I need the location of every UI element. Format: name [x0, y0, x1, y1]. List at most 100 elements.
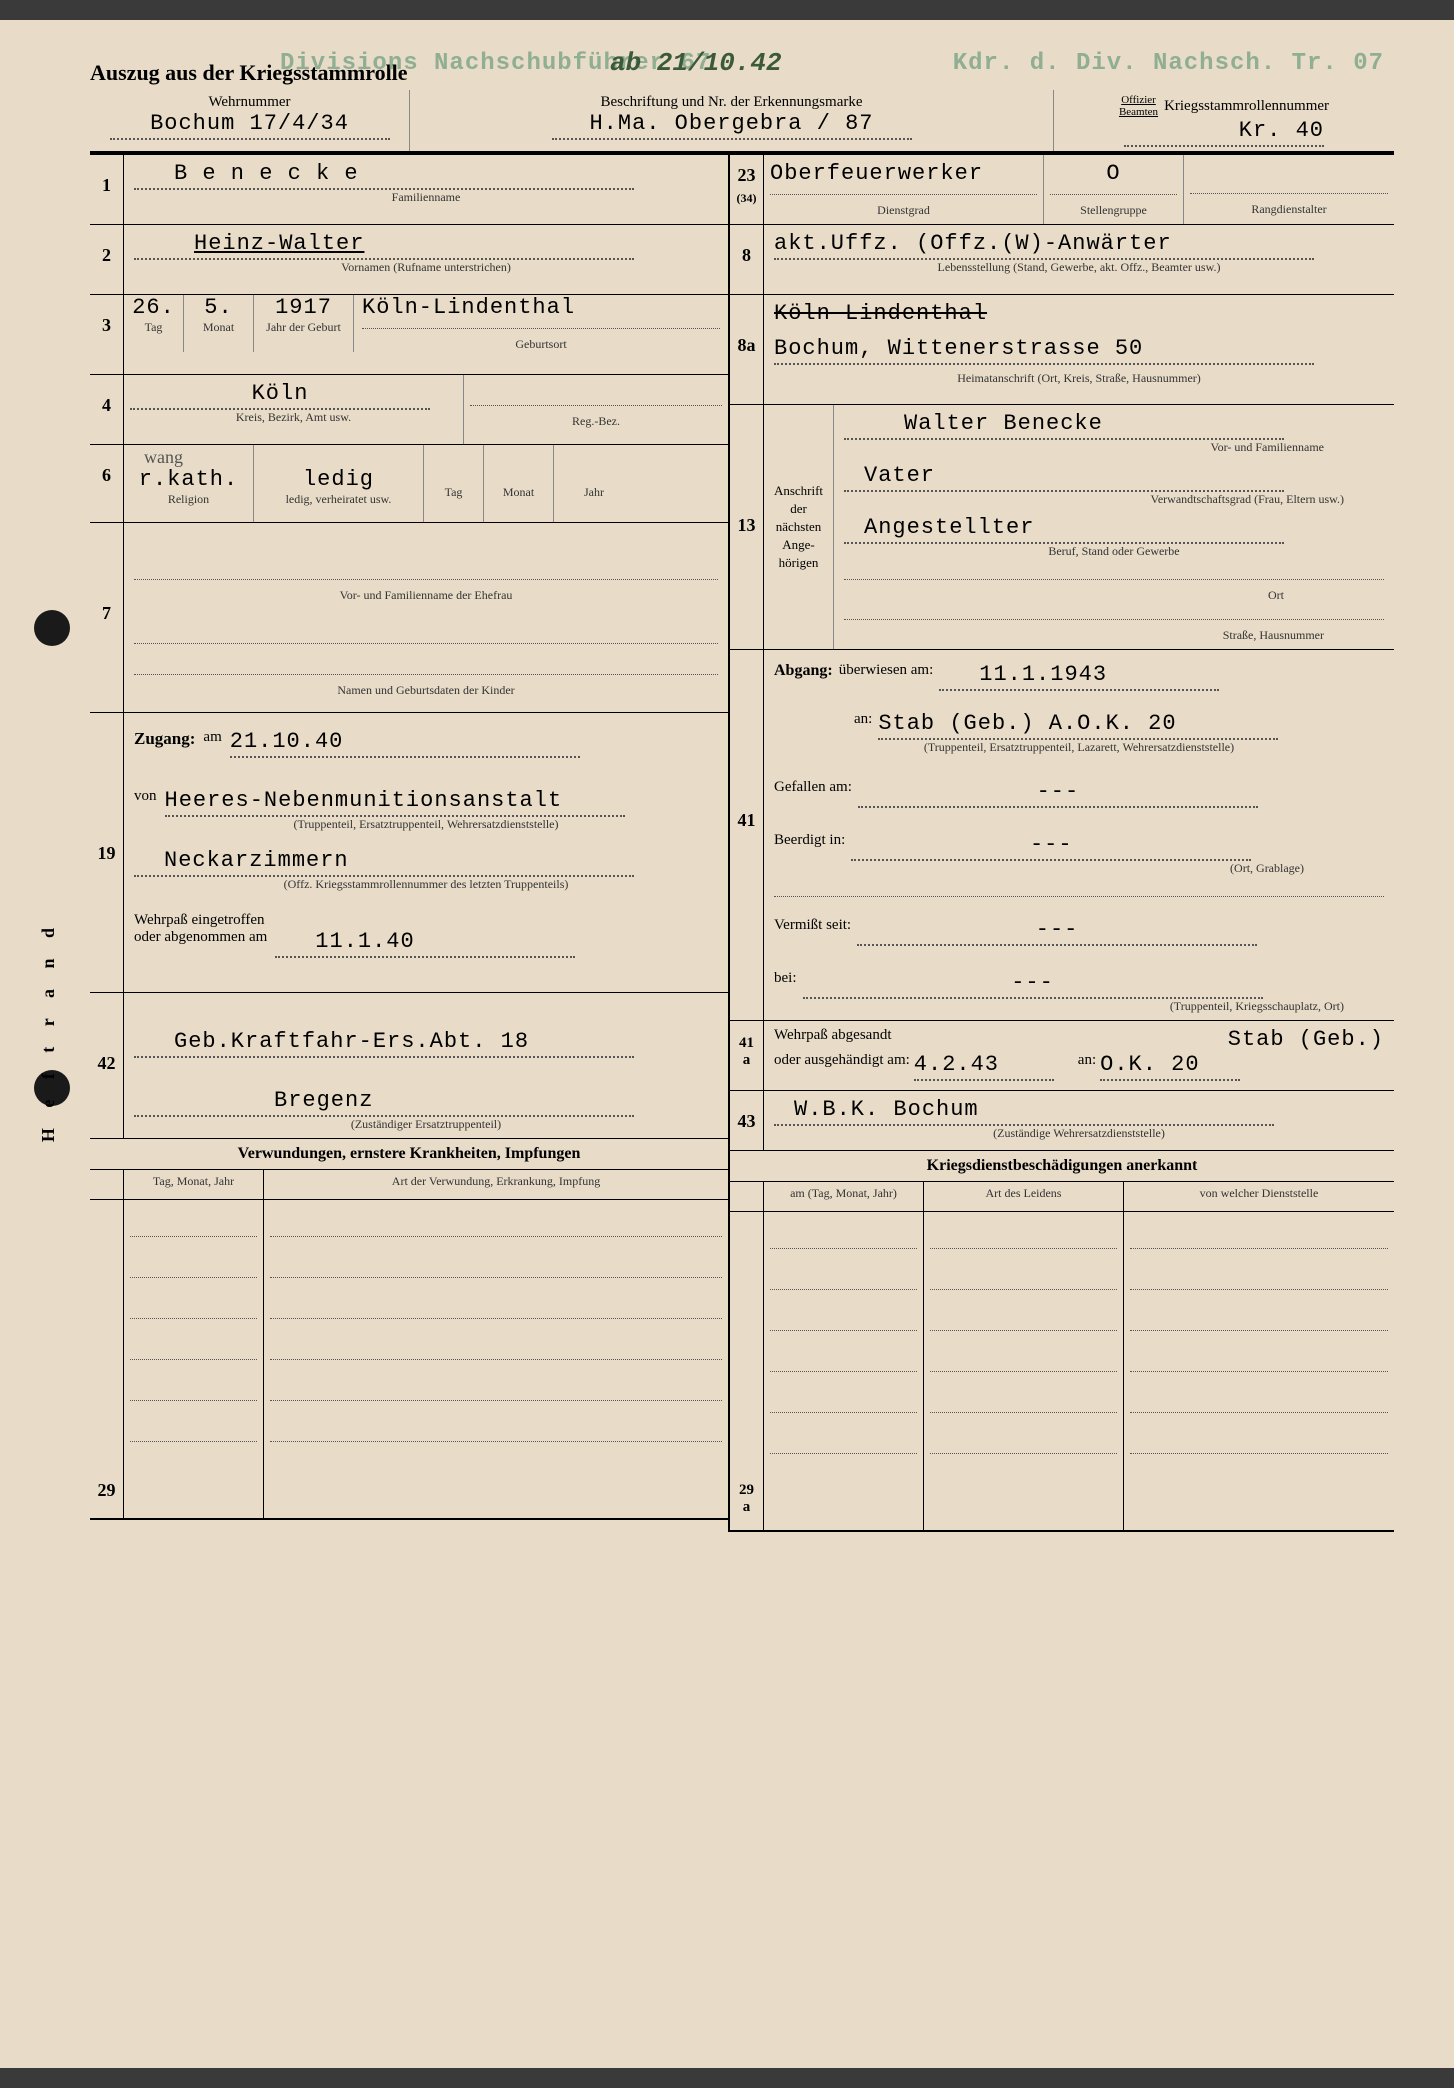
bei-sublabel: (Truppenteil, Kriegsschauplatz, Ort) [774, 999, 1384, 1014]
an-sublabel: (Truppenteil, Ersatztruppenteil, Lazaret… [774, 740, 1384, 755]
uberwiesen-label: überwiesen am: [839, 662, 934, 691]
familienname: B e n e c k e [134, 161, 634, 190]
ersatz-unit: Geb.Kraftfahr-Ers.Abt. 18 [134, 1029, 634, 1058]
wehrpass-abg-label1: Wehrpaß abgesandt [774, 1027, 892, 1052]
dienstgrad: Oberfeuerwerker [770, 161, 1037, 186]
angehoerige-grad: Vater [844, 463, 1284, 492]
inj-col2: Art der Verwundung, Erkrankung, Impfung [268, 1174, 724, 1189]
dienstgrad-label: Dienstgrad [770, 203, 1037, 218]
zugang-ort: Neckarzimmern [134, 848, 634, 877]
main-grid: 1 B e n e c k e Familienname 2 Heinz-Wal… [90, 153, 1394, 1532]
wehrnummer-value: Bochum 17/4/34 [110, 111, 390, 140]
beschriftung-label: Beschriftung und Nr. der Erkennungsmarke [418, 94, 1045, 111]
ersatz-sublabel: (Zuständiger Ersatztruppenteil) [134, 1117, 718, 1132]
wehrpass-abg-date: 4.2.43 [914, 1052, 1054, 1081]
row-num-8a: 8a [730, 295, 764, 404]
wehrpass-label: Wehrpaß eingetroffen [134, 912, 718, 929]
monat-label-6: Monat [492, 485, 545, 500]
row-num-13: 13 [730, 405, 764, 649]
ort-label: Ort [844, 588, 1384, 603]
stellengruppe-label: Stellengruppe [1050, 203, 1177, 218]
religion-label: Religion [132, 492, 245, 507]
familienstand: ledig [262, 467, 415, 492]
right-column: 23 (34) Oberfeuerwerker Dienstgrad O [730, 155, 1394, 1532]
bei-dash: --- [803, 970, 1263, 999]
monat-label: Monat [192, 320, 245, 335]
left-column: 1 B e n e c k e Familienname 2 Heinz-Wal… [90, 155, 730, 1532]
beamten-label: Beamten [1119, 106, 1158, 118]
geburtsort: Köln-Lindenthal [362, 295, 720, 320]
religion-hand: wang [144, 447, 183, 468]
dmg-col1: am (Tag, Monat, Jahr) [768, 1186, 919, 1201]
ersatz-ort: Bregenz [134, 1088, 634, 1117]
religion: r.kath. [132, 467, 245, 492]
tag-label: Tag [132, 320, 175, 335]
zugang-label: Zugang: [134, 729, 195, 758]
row-num-23: 23 (34) [730, 155, 764, 224]
angehoerige-name: Walter Benecke [844, 411, 1284, 440]
grad-label: Verwandtschaftsgrad (Frau, Eltern usw.) [844, 492, 1384, 507]
vermisst-label: Vermißt seit: [774, 917, 851, 946]
row-num-3: 3 [90, 295, 124, 374]
heimat-struck: Köln-Lindenthal [774, 301, 1384, 326]
document-page: Divisions Nachschubführer 67 ab 21/10.42… [0, 20, 1454, 2068]
jahr-label-6: Jahr [562, 485, 626, 500]
beerdigt-sublabel: (Ort, Grablage) [774, 861, 1384, 876]
vermisst-dash: --- [857, 917, 1257, 946]
zugang-date: 21.10.40 [230, 729, 580, 758]
lebensstellung-label: Lebensstellung (Stand, Gewerbe, akt. Off… [774, 260, 1384, 275]
row-num-4: 4 [90, 375, 124, 444]
uberwiesen-date: 11.1.1943 [939, 662, 1219, 691]
geburtsort-label: Geburtsort [362, 337, 720, 352]
an-value-41a: O.K. 20 [1100, 1052, 1240, 1081]
dmg-col2: Art des Leidens [928, 1186, 1119, 1201]
kreis-label: Kreis, Bezirk, Amt usw. [130, 410, 457, 425]
row-num-2: 2 [90, 225, 124, 294]
row-num-8: 8 [730, 225, 764, 294]
row-num-19: 19 [90, 713, 124, 992]
lebensstellung: akt.Uffz. (Offz.(W)-Anwärter [774, 231, 1314, 260]
kriegsstamm-label: Kriegsstammrollennummer [1164, 98, 1329, 115]
von-value: Heeres-Nebenmunitionsanstalt [165, 788, 625, 817]
vornamen-label: Vornamen (Rufname unterstrichen) [134, 260, 718, 275]
oder-label: oder abgenommen am [134, 929, 267, 958]
an-label: an: [774, 711, 872, 740]
wbk-value: W.B.K. Bochum [774, 1097, 1274, 1126]
heftrand-label: H e f t r a n d [38, 920, 59, 1142]
stand-label: ledig, verheiratet usw. [262, 492, 415, 507]
gefallen-dash: --- [858, 779, 1258, 808]
header-row: Wehrnummer Bochum 17/4/34 Beschriftung u… [90, 90, 1394, 153]
beerdigt-label: Beerdigt in: [774, 832, 845, 861]
row-num-7: 7 [90, 523, 124, 712]
row-num-42: 42 [90, 993, 124, 1138]
ehefrau-label: Vor- und Familienname der Ehefrau [134, 588, 718, 603]
an-label-41a: an: [1078, 1052, 1096, 1081]
row-num-29: 29 [90, 1200, 124, 1518]
stellengruppe: O [1050, 161, 1177, 186]
injuries-header: Verwundungen, ernstere Krankheiten, Impf… [90, 1139, 728, 1170]
row-num-41: 41 [730, 650, 764, 1020]
wehrnummer-label: Wehrnummer [98, 94, 401, 111]
angehoerige-beruf: Angestellter [844, 515, 1284, 544]
geburt-tag: 26. [132, 295, 175, 320]
von-sublabel: (Truppenteil, Ersatztruppenteil, Wehrers… [134, 817, 718, 832]
row-num-6: 6 [90, 445, 124, 522]
kinder-label: Namen und Geburtsdaten der Kinder [134, 683, 718, 698]
row-num-43: 43 [730, 1091, 764, 1150]
row-num-41a: 41a [730, 1021, 764, 1090]
anschrift-vert-label: AnschriftdernächstenAnge-hörigen [774, 482, 823, 573]
row-num-1: 1 [90, 155, 124, 224]
strasse-label: Straße, Hausnummer [844, 628, 1384, 643]
gefallen-label: Gefallen am: [774, 779, 852, 808]
stamp-date: ab 21/10.42 [610, 48, 782, 78]
beerdigt-dash: --- [851, 832, 1251, 861]
vornamen: Heinz-Walter [134, 231, 634, 260]
bei-label: bei: [774, 970, 797, 999]
punch-hole [34, 610, 70, 646]
dmg-col3: von welcher Dienststelle [1128, 1186, 1390, 1201]
abgang-label: Abgang: [774, 662, 833, 691]
inj-col1: Tag, Monat, Jahr [128, 1174, 259, 1189]
offizier-label: Offizier [1119, 94, 1158, 106]
von-label: von [134, 788, 157, 817]
beruf-label: Beruf, Stand oder Gewerbe [844, 544, 1384, 559]
